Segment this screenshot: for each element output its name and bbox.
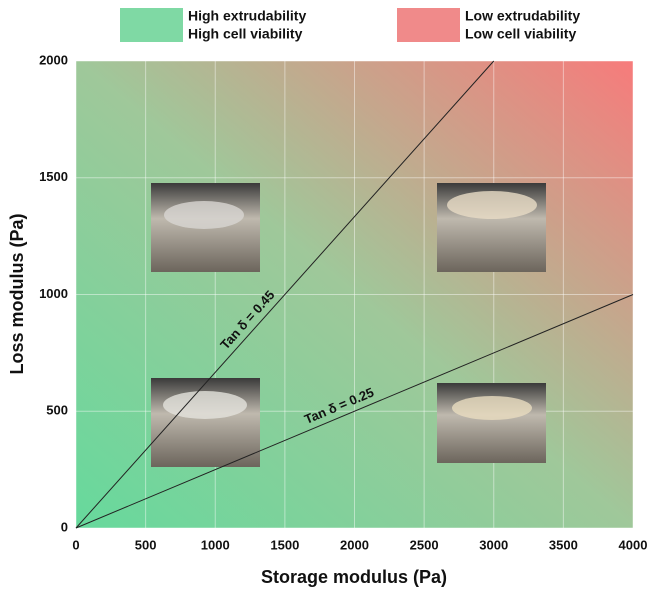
legend-swatch (120, 8, 183, 42)
x-tick-label: 2000 (340, 537, 369, 552)
y-tick-label: 1000 (39, 286, 68, 301)
x-tick-label: 1500 (270, 537, 299, 552)
photos (151, 183, 546, 467)
series-line (75, 60, 495, 529)
photo-gel (164, 201, 244, 229)
y-tick-label: 500 (46, 403, 68, 418)
x-tick-label: 3000 (479, 537, 508, 552)
y-tick-label: 2000 (39, 52, 68, 67)
photo-gel (447, 191, 537, 219)
legend-label: High cell viability (188, 26, 303, 42)
x-tick-label: 500 (135, 537, 157, 552)
x-tick-label: 1000 (201, 537, 230, 552)
series-line (75, 294, 634, 529)
y-tick-label: 1500 (39, 169, 68, 184)
x-tick-label: 4000 (619, 537, 648, 552)
photo-gel (163, 391, 247, 419)
x-tick-label: 3500 (549, 537, 578, 552)
legend-label: Low extrudability (465, 8, 580, 24)
x-axis-label: Storage modulus (Pa) (261, 567, 447, 587)
x-tick-label: 2500 (410, 537, 439, 552)
photo-gel (452, 396, 532, 420)
x-tick-label: 0 (72, 537, 79, 552)
legend-label: High extrudability (188, 8, 306, 24)
legend-label: Low cell viability (465, 26, 576, 42)
photo (437, 383, 546, 463)
y-axis-label: Loss modulus (Pa) (7, 213, 27, 374)
y-tick-label: 0 (61, 519, 68, 534)
legend-swatch (397, 8, 460, 42)
